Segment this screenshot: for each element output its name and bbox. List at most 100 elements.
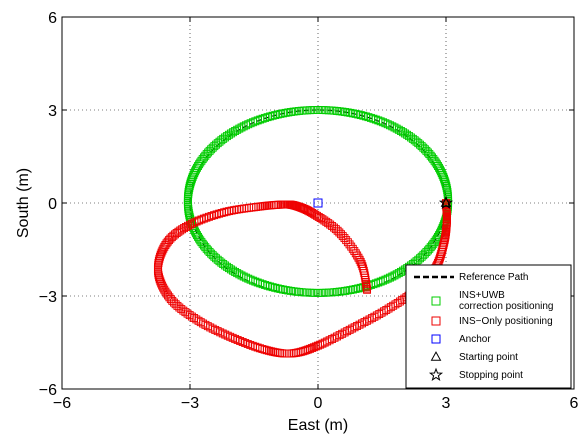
ins-only-marker [156, 277, 165, 286]
ins-uwb-marker [281, 286, 290, 294]
ins-only-marker [192, 315, 201, 324]
ins-only-marker [155, 273, 164, 282]
ins-only-marker [395, 297, 404, 306]
ins-uwb-marker [343, 286, 352, 295]
ins-only-marker [187, 312, 196, 321]
ins-only-marker [384, 304, 393, 313]
ins-uwb-marker [346, 108, 355, 117]
ins-only-marker [246, 340, 255, 349]
ins-only-marker [220, 208, 229, 217]
ins-uwb-marker [266, 282, 275, 291]
ins-only-marker [185, 311, 194, 320]
ins-only-marker [343, 327, 352, 336]
y-tick-label: −6 [39, 382, 57, 399]
ins-only-marker [160, 285, 169, 294]
ins-only-marker [156, 250, 165, 259]
ins-uwb-marker [346, 286, 355, 294]
ins-uwb-marker [349, 109, 357, 118]
ins-only-marker [311, 342, 320, 351]
anchor-marker [313, 198, 323, 208]
ins-uwb-marker [273, 110, 282, 119]
ins-only-marker [199, 214, 208, 223]
legend-label: INS−Only positioning [459, 316, 553, 327]
ins-uwb-marker [349, 285, 357, 294]
legend-square-swatch [431, 334, 441, 344]
legend-entry: Reference Path [414, 272, 529, 283]
ins-only-marker [225, 207, 234, 216]
ins-only-marker [155, 275, 164, 284]
ins-only-marker [391, 300, 400, 309]
ins-only-marker [218, 329, 227, 338]
y-tick-label: 3 [48, 103, 57, 120]
ins-uwb-marker [351, 109, 360, 118]
ins-only-marker [375, 310, 384, 319]
ins-only-marker [203, 322, 212, 331]
ins-uwb-marker [366, 113, 375, 122]
legend-label: Reference Path [459, 272, 529, 283]
ins-only-marker [382, 306, 391, 314]
ins-uwb-marker [261, 281, 270, 289]
ins-uwb-marker [276, 285, 285, 293]
ins-only-marker [318, 339, 327, 348]
ins-only-marker [154, 256, 163, 265]
ins-only-marker [199, 319, 208, 328]
ins-uwb-marker [354, 284, 363, 293]
legend-star-swatch [428, 367, 444, 382]
ins-only-marker [355, 255, 364, 264]
ins-only-marker [207, 212, 216, 220]
ins-uwb-marker [361, 112, 370, 121]
stopping-point-marker [438, 195, 454, 210]
ins-only-marker [333, 332, 342, 341]
ins-only-marker [365, 315, 374, 324]
ins-uwb-marker [271, 283, 280, 292]
ins-only-marker [241, 339, 250, 347]
ins-only-marker [183, 309, 192, 318]
ins-only-marker [227, 206, 236, 215]
ins-only-marker [156, 252, 164, 261]
ins-only-marker [251, 342, 260, 351]
ins-only-marker [363, 285, 372, 294]
ins-uwb-marker [266, 112, 275, 121]
ins-only-marker [222, 207, 231, 216]
ins-uwb-marker [268, 111, 277, 120]
y-tick-label: 6 [48, 10, 57, 27]
axis-ticks [61, 16, 575, 390]
legend-entry: Stopping point [428, 367, 523, 382]
ins-only-marker [340, 328, 349, 337]
ins-uwb-marker [263, 281, 272, 290]
legend-entry: Anchor [431, 334, 491, 345]
ins-only-marker [350, 247, 359, 256]
ins-uwb-marker [369, 114, 378, 123]
legend-square-swatch [431, 316, 441, 326]
y-tick-label: 0 [48, 196, 57, 213]
ins-only-marker [243, 340, 252, 348]
y-axis-label: South (m) [15, 168, 32, 238]
x-tick-label: 6 [570, 395, 579, 412]
ins-only-marker [190, 314, 199, 322]
legend-label: Anchor [459, 334, 491, 345]
ins-only-marker [196, 318, 205, 327]
ins-uwb-marker [258, 280, 267, 289]
ins-only-marker [316, 340, 325, 349]
ins-only-marker [210, 211, 219, 220]
ins-only-marker [157, 279, 166, 288]
ins-only-marker [223, 331, 232, 340]
ins-uwb-marker [268, 283, 277, 292]
ins-only-marker [201, 320, 210, 329]
ins-uwb-marker [359, 111, 368, 120]
ins-uwb-marker [271, 111, 280, 120]
ins-uwb-marker [354, 110, 363, 119]
starting-point-marker [440, 197, 452, 207]
ins-only-marker [159, 283, 168, 292]
legend-entry: Starting point [430, 351, 518, 363]
legend-label: INS+UWB [459, 290, 505, 301]
ins-only-marker [158, 281, 167, 290]
ins-only-marker [372, 311, 381, 320]
ins-only-marker [335, 331, 344, 340]
ins-uwb-marker [356, 111, 365, 120]
ins-uwb-marker [273, 284, 282, 293]
ins-only-marker [212, 210, 221, 219]
x-tick-label: 0 [314, 395, 323, 412]
x-tick-label: −3 [181, 395, 199, 412]
